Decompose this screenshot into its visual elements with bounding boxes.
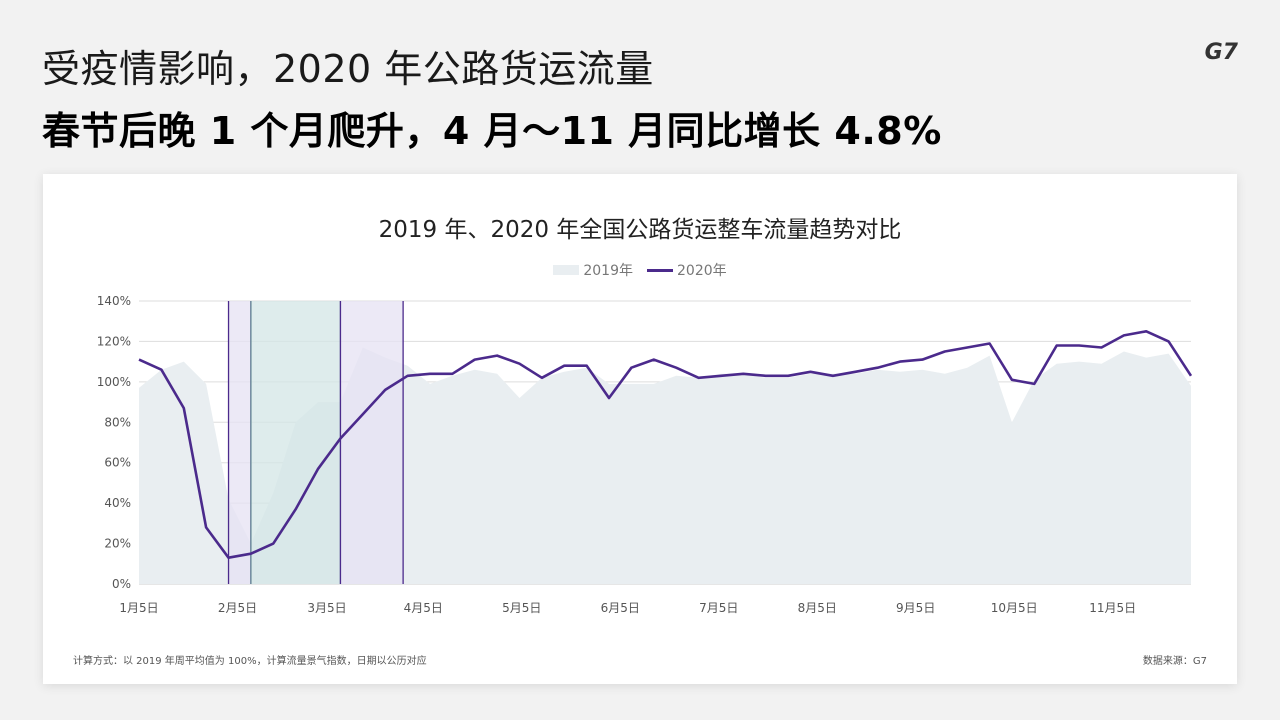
y-tick-label: 80%	[104, 415, 131, 429]
chart-svg: 0% 20% 40% 60% 80% 100% 120% 140% 1月5日 2月5日 3月5日 4月…	[97, 294, 1193, 615]
legend-label-2019: 2019年	[583, 263, 633, 279]
headline-line1: 受疫情影响，2020 年公路货运流量	[42, 47, 654, 91]
y-tick-label: 0%	[112, 577, 131, 591]
highlight-band	[340, 301, 404, 584]
highlight-band	[250, 301, 341, 584]
y-tick-label: 100%	[97, 375, 131, 389]
chart-legend: 2019年 2020年	[43, 260, 1237, 280]
g7-logo: G7	[1204, 40, 1238, 65]
x-tick-label: 2月5日	[218, 601, 257, 615]
y-tick-label: 60%	[104, 456, 131, 470]
x-tick-label: 10月5日	[991, 601, 1038, 615]
x-tick-label: 7月5日	[699, 601, 738, 615]
x-tick-label: 8月5日	[798, 601, 837, 615]
series-line-2020	[138, 330, 1193, 560]
x-tick-label: 5月5日	[502, 601, 541, 615]
footnote: 计算方式：以 2019 年周平均值为 100%，计算流量景气指数，日期以公历对应	[73, 656, 427, 667]
data-source: 数据来源：G7	[1142, 656, 1207, 667]
x-tick-label: 4月5日	[404, 601, 443, 615]
x-tick-label: 3月5日	[307, 601, 346, 615]
x-tick-label: 1月5日	[119, 601, 158, 615]
highlight-band	[228, 301, 251, 584]
legend-item-2019: 2019年	[553, 260, 633, 280]
headline-line2: 春节后晚 1 个月爬升，4 月～11 月同比增长 4.8%	[42, 109, 942, 153]
chart-title: 2019 年、2020 年全国公路货运整车流量趋势对比	[378, 217, 902, 243]
legend-item-2020: 2020年	[647, 260, 727, 280]
x-tick-label: 9月5日	[896, 601, 935, 615]
legend-label-2020: 2020年	[677, 263, 727, 279]
x-tick-label: 6月5日	[601, 601, 640, 615]
y-tick-label: 40%	[104, 496, 131, 510]
chart-card: 0% 20% 40% 60% 80% 100% 120% 140% 1月5日 2月5日 3月5日 4月…	[43, 174, 1237, 684]
y-tick-label: 140%	[97, 294, 131, 308]
x-tick-label: 11月5日	[1089, 601, 1136, 615]
y-tick-label: 120%	[97, 334, 131, 348]
y-tick-label: 20%	[104, 537, 131, 551]
legend-swatch-2020	[647, 268, 673, 272]
legend-swatch-2019	[553, 265, 580, 275]
